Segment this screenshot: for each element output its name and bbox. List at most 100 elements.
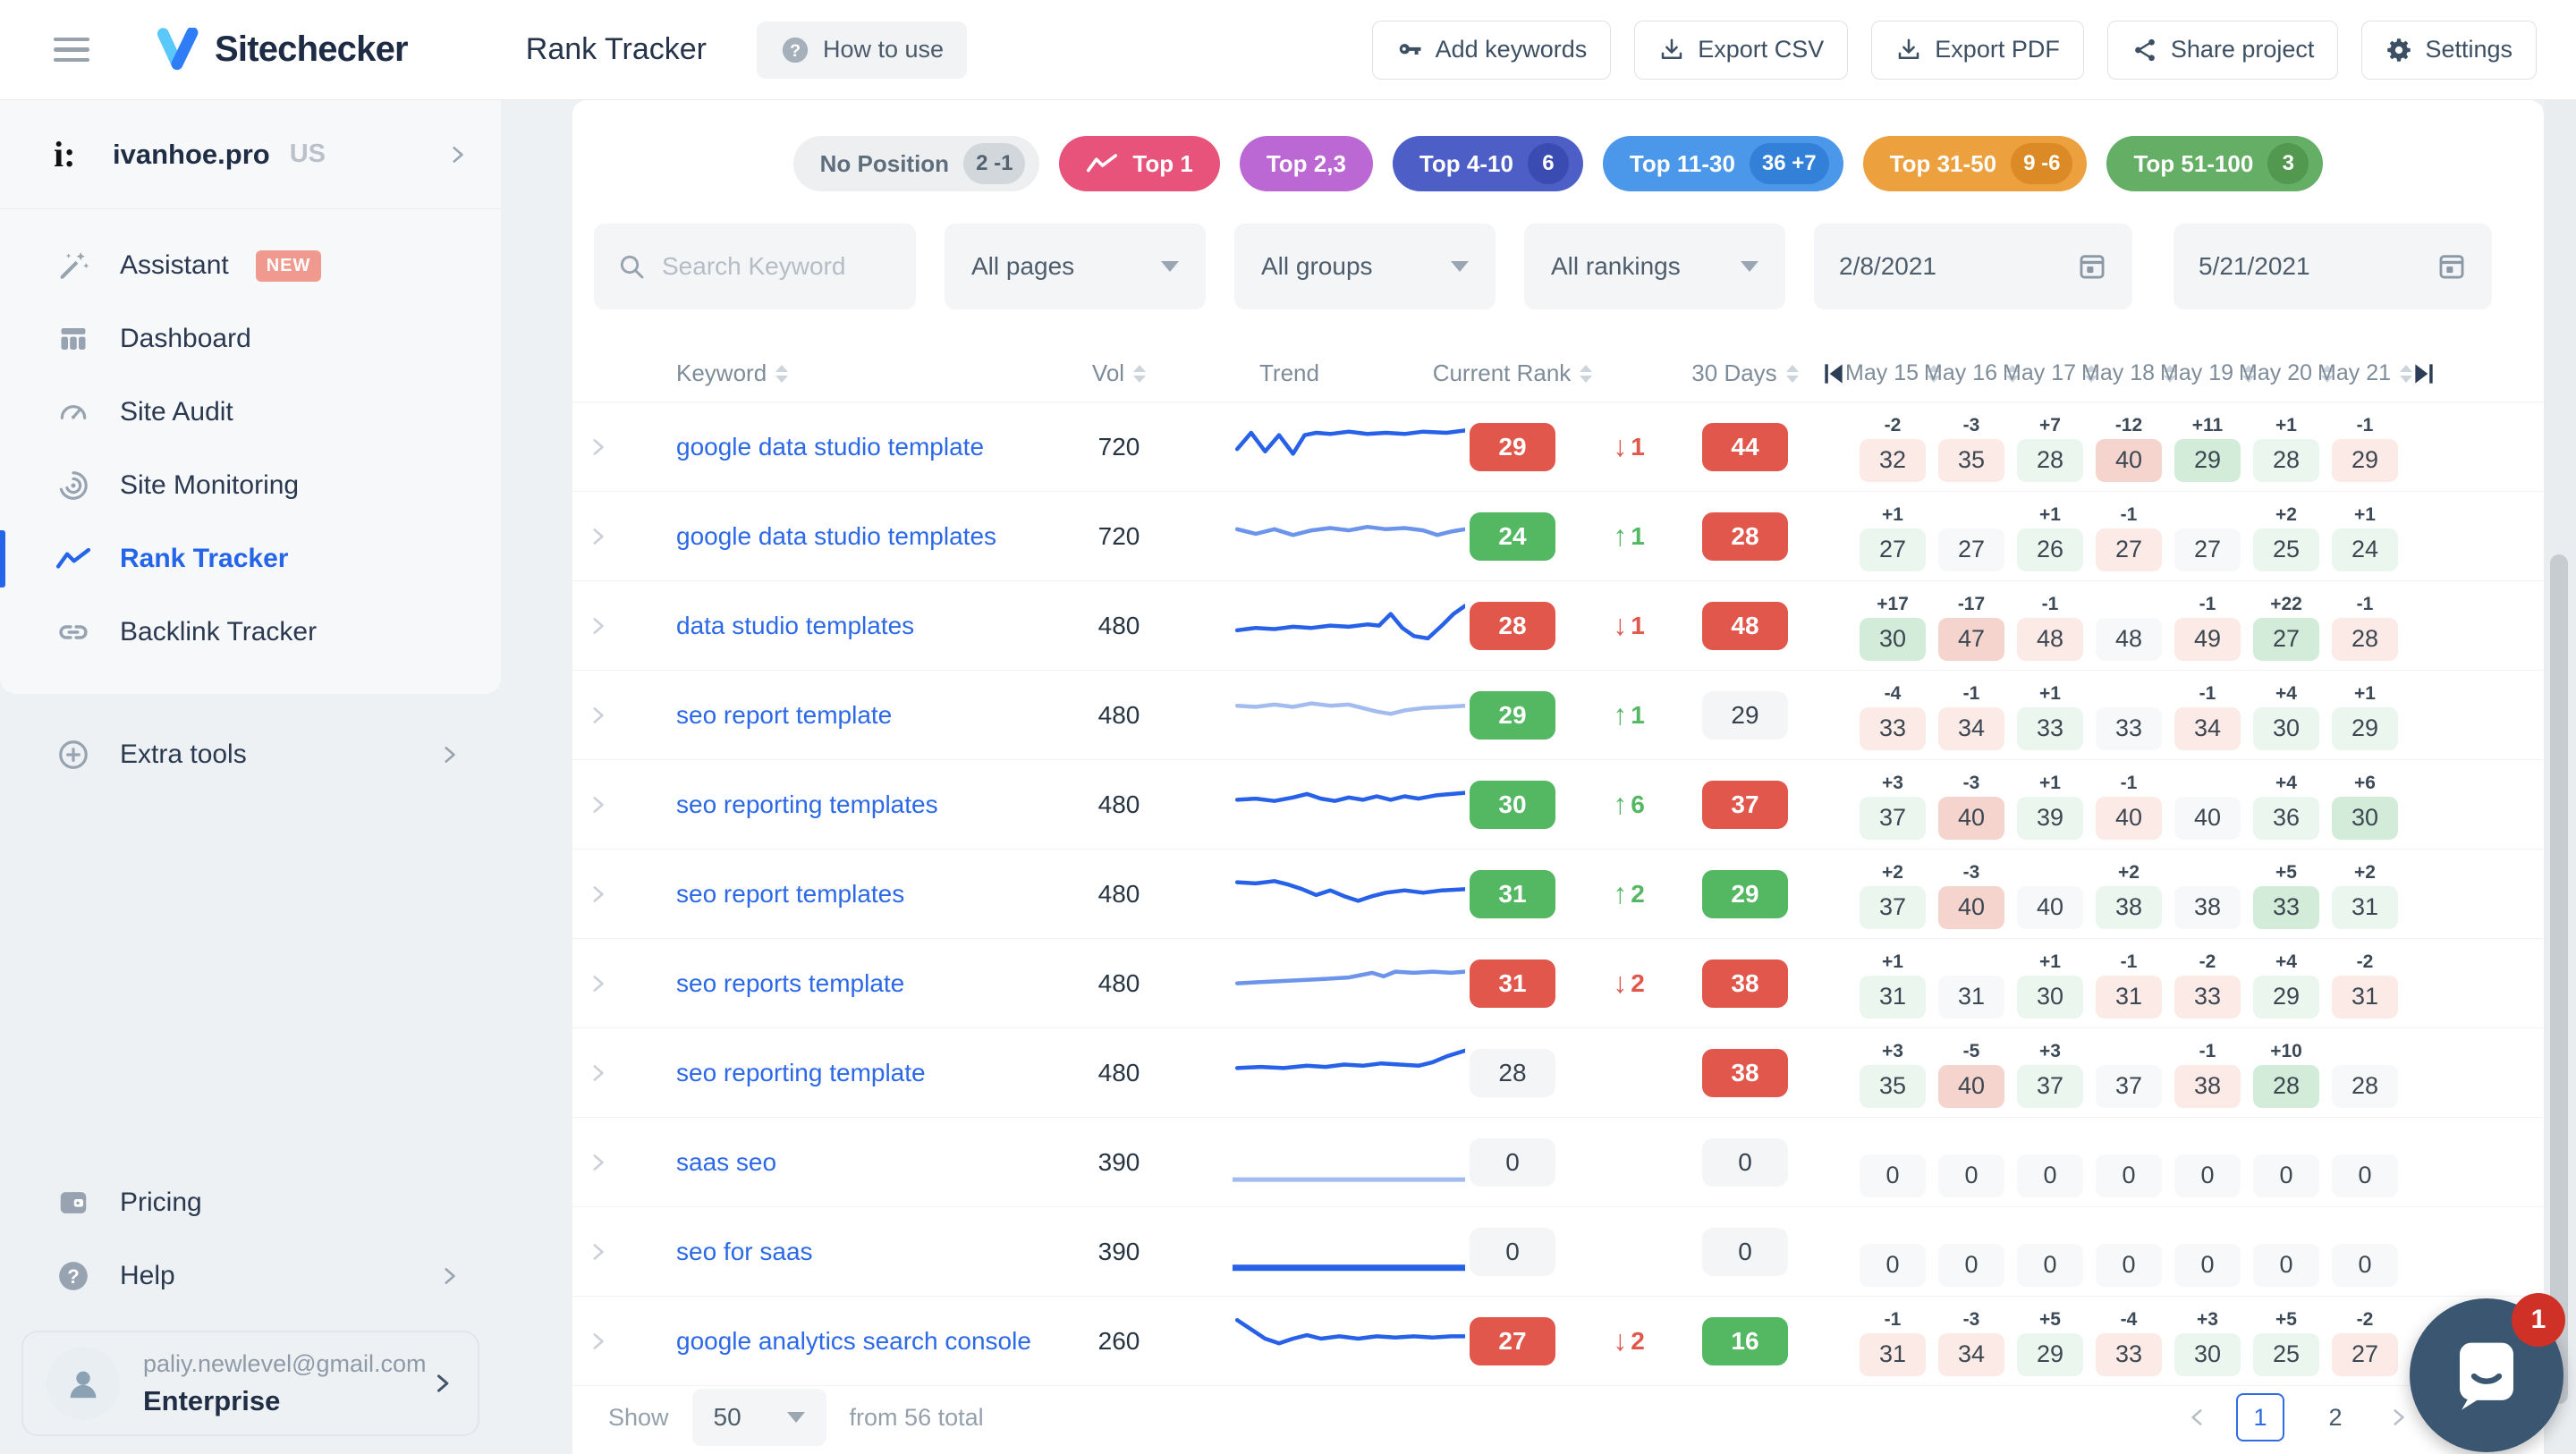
- chevron-right-icon: [429, 743, 469, 766]
- column-header-date[interactable]: May 18: [2081, 360, 2176, 386]
- keyword-link[interactable]: seo report templates: [676, 879, 905, 908]
- export-csv-button[interactable]: Export CSV: [1634, 20, 1849, 80]
- daily-rank-cell: -2 33: [2168, 949, 2247, 1019]
- daily-rank-cell: +4 36: [2247, 770, 2326, 840]
- scrollbar[interactable]: [2544, 100, 2576, 1454]
- row-expander[interactable]: [572, 435, 623, 459]
- date-from-input[interactable]: 2/8/2021: [1814, 224, 2132, 309]
- keyword-link[interactable]: seo for saas: [676, 1237, 813, 1265]
- rank-change: ↑ 2: [1580, 877, 1678, 910]
- filter-select-all-pages[interactable]: All pages: [945, 224, 1206, 309]
- row-expander[interactable]: [572, 1151, 623, 1174]
- keyword-link[interactable]: seo reports template: [676, 968, 905, 997]
- daily-rank-badge: 28: [2332, 617, 2398, 661]
- skip-to-start-button[interactable]: [1812, 359, 1853, 388]
- column-header-vol[interactable]: Vol: [1061, 359, 1177, 387]
- sort-icon[interactable]: [2085, 364, 2097, 383]
- column-header-current-rank[interactable]: Current Rank: [1433, 359, 1593, 387]
- daily-delta: +2: [2354, 861, 2376, 883]
- 30-days-badge: 16: [1702, 1316, 1788, 1365]
- account-card[interactable]: paliy.newlevel@gmail.com Enterprise: [21, 1331, 479, 1436]
- keyword-link[interactable]: google analytics search console: [676, 1326, 1031, 1355]
- sort-icon[interactable]: [1580, 364, 1593, 383]
- sort-icon[interactable]: [1785, 364, 1799, 383]
- sort-icon[interactable]: [775, 364, 789, 383]
- daily-rank-badge: 0: [2174, 1243, 2241, 1287]
- chat-launcher[interactable]: 1: [2410, 1293, 2565, 1452]
- sidebar-item-pricing[interactable]: Pricing: [0, 1166, 501, 1239]
- how-to-use-button[interactable]: ? How to use: [756, 21, 968, 79]
- sidebar-item-backlink-tracker[interactable]: Backlink Tracker: [0, 596, 501, 669]
- sidebar-item-rank-tracker[interactable]: Rank Tracker: [0, 522, 501, 596]
- settings-button[interactable]: Settings: [2361, 20, 2537, 80]
- project-selector[interactable]: i: ivanhoe.pro US: [0, 100, 501, 209]
- column-header-date[interactable]: May 20: [2239, 360, 2334, 386]
- daily-rank-cell: +1 28: [2247, 412, 2326, 482]
- row-expander[interactable]: [572, 1061, 623, 1085]
- filter-select-all-rankings[interactable]: All rankings: [1524, 224, 1785, 309]
- row-expander[interactable]: [572, 1330, 623, 1353]
- daily-rank-cell: -3 40: [1932, 770, 2011, 840]
- row-expander[interactable]: [572, 614, 623, 638]
- sort-icon[interactable]: [1928, 364, 1940, 383]
- sidebar-item-dashboard[interactable]: Dashboard: [0, 302, 501, 376]
- sort-icon[interactable]: [2242, 364, 2255, 383]
- keyword-link[interactable]: saas seo: [676, 1147, 777, 1176]
- column-header-date[interactable]: May 15: [1845, 360, 1940, 386]
- keyword-link[interactable]: google data studio templates: [676, 521, 997, 550]
- column-header-keyword[interactable]: Keyword: [623, 359, 1061, 387]
- share-project-button[interactable]: Share project: [2106, 20, 2339, 80]
- keyword-link[interactable]: seo report template: [676, 700, 893, 729]
- row-expander[interactable]: [572, 525, 623, 548]
- previous-page-button[interactable]: [2186, 1406, 2209, 1429]
- page-size-select[interactable]: 50: [691, 1389, 826, 1446]
- sidebar-item-site-monitoring[interactable]: Site Monitoring: [0, 449, 501, 522]
- position-chip-top-51-100[interactable]: Top 51-100 3: [2106, 136, 2324, 191]
- column-header-30-days[interactable]: 30 Days: [1678, 359, 1812, 387]
- row-expander[interactable]: [572, 704, 623, 727]
- sidebar-item-label: Extra tools: [120, 740, 247, 769]
- keyword-link[interactable]: google data studio template: [676, 432, 985, 461]
- brand-logo[interactable]: Sitechecker: [154, 27, 409, 72]
- sort-icon[interactable]: [2400, 364, 2412, 383]
- search-input[interactable]: [662, 252, 893, 281]
- position-chip-top-2-3[interactable]: Top 2,3: [1239, 136, 1373, 191]
- sidebar-item-site-audit[interactable]: Site Audit: [0, 376, 501, 449]
- column-header-date[interactable]: May 19: [2160, 360, 2255, 386]
- export-pdf-button[interactable]: Export PDF: [1871, 20, 2084, 80]
- keyword-link[interactable]: seo reporting templates: [676, 790, 938, 818]
- scrollbar-thumb[interactable]: [2550, 554, 2568, 1404]
- skip-to-end-button[interactable]: [2404, 359, 2445, 388]
- page-button-1[interactable]: 1: [2236, 1393, 2284, 1441]
- sort-icon[interactable]: [1133, 364, 1147, 383]
- keyword-link[interactable]: seo reporting template: [676, 1058, 926, 1086]
- 30-days-badge: 28: [1702, 511, 1788, 561]
- row-expander[interactable]: [572, 972, 623, 995]
- keyword-link[interactable]: data studio templates: [676, 611, 915, 639]
- position-chip-top-31-50[interactable]: Top 31-50 9 -6: [1862, 136, 2088, 191]
- caret-down-icon: [1161, 261, 1179, 272]
- menu-icon[interactable]: [54, 37, 89, 63]
- sidebar-item-assistant[interactable]: Assistant NEW: [0, 229, 501, 302]
- link-icon: [54, 615, 93, 649]
- position-chip-top-4-10[interactable]: Top 4-10 6: [1392, 136, 1583, 191]
- row-expander[interactable]: [572, 793, 623, 816]
- next-page-button[interactable]: [2386, 1406, 2410, 1429]
- row-expander[interactable]: [572, 883, 623, 906]
- date-to-input[interactable]: 5/21/2021: [2174, 224, 2492, 309]
- add-keywords-button[interactable]: Add keywords: [1371, 20, 1612, 80]
- position-chip-no-position[interactable]: No Position 2 -1: [792, 136, 1040, 191]
- column-header-date[interactable]: May 17: [2003, 360, 2097, 386]
- sort-icon[interactable]: [2164, 364, 2176, 383]
- sort-icon[interactable]: [2321, 364, 2334, 383]
- sidebar-item-extra-tools[interactable]: Extra tools: [0, 717, 501, 792]
- column-header-date[interactable]: May 21: [2318, 360, 2412, 386]
- filter-select-all-groups[interactable]: All groups: [1234, 224, 1496, 309]
- row-expander[interactable]: [572, 1240, 623, 1264]
- position-chip-top-1[interactable]: Top 1: [1059, 136, 1220, 191]
- page-button-2[interactable]: 2: [2328, 1403, 2343, 1431]
- position-chip-top-11-30[interactable]: Top 11-30 36 +7: [1602, 136, 1843, 191]
- column-header-date[interactable]: May 16: [1924, 360, 2019, 386]
- sidebar-item-help[interactable]: ? Help: [0, 1239, 501, 1313]
- sort-icon[interactable]: [2006, 364, 2019, 383]
